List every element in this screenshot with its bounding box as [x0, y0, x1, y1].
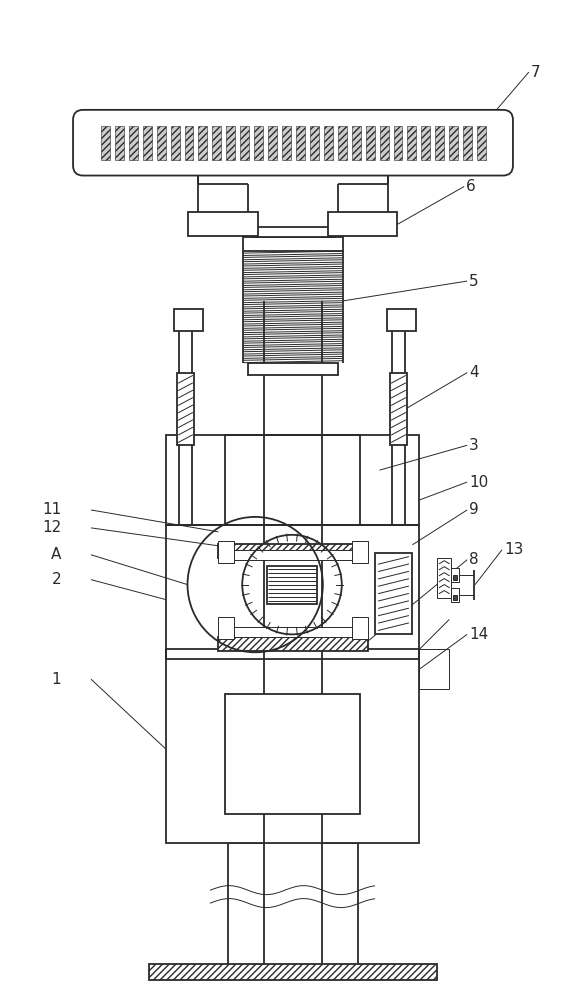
Bar: [188, 212, 258, 236]
Bar: [477, 126, 486, 160]
Bar: [449, 126, 458, 160]
Bar: [435, 126, 444, 160]
Bar: [419, 649, 449, 689]
Text: 1: 1: [51, 672, 61, 687]
Bar: [421, 126, 431, 160]
FancyBboxPatch shape: [73, 110, 513, 176]
Text: 14: 14: [469, 627, 488, 642]
Bar: [328, 212, 397, 236]
Bar: [212, 126, 221, 160]
Text: 8: 8: [469, 552, 479, 567]
Bar: [184, 126, 194, 160]
Bar: [453, 575, 457, 580]
Text: 4: 4: [469, 365, 479, 380]
Bar: [451, 588, 459, 602]
Text: 3: 3: [469, 438, 479, 453]
Text: 7: 7: [531, 65, 541, 80]
Bar: [218, 637, 367, 651]
Bar: [218, 544, 367, 558]
Bar: [296, 126, 305, 160]
Bar: [149, 964, 438, 980]
Text: 13: 13: [504, 542, 524, 557]
Text: 2: 2: [51, 572, 61, 587]
Bar: [282, 126, 291, 160]
Bar: [171, 126, 180, 160]
Text: 12: 12: [42, 520, 61, 535]
Bar: [324, 126, 333, 160]
Text: 10: 10: [469, 475, 488, 490]
Bar: [390, 373, 407, 445]
Bar: [248, 363, 338, 375]
Bar: [225, 435, 360, 525]
Bar: [240, 126, 249, 160]
Text: 6: 6: [466, 179, 476, 194]
Bar: [234, 550, 352, 560]
Text: 11: 11: [42, 502, 61, 517]
Bar: [438, 558, 451, 598]
Bar: [310, 126, 319, 160]
Bar: [451, 568, 459, 582]
Bar: [177, 373, 194, 445]
Bar: [366, 126, 374, 160]
Bar: [374, 553, 412, 634]
Bar: [463, 126, 472, 160]
Text: A: A: [51, 547, 61, 562]
Bar: [254, 126, 263, 160]
Bar: [387, 309, 417, 331]
Text: 5: 5: [469, 274, 479, 289]
Bar: [218, 617, 234, 639]
Bar: [166, 435, 419, 525]
Bar: [129, 126, 137, 160]
Bar: [101, 126, 110, 160]
Text: 9: 9: [469, 502, 479, 517]
Bar: [226, 126, 235, 160]
Bar: [407, 126, 417, 160]
Bar: [453, 595, 457, 600]
Bar: [352, 617, 367, 639]
Bar: [234, 627, 352, 637]
Bar: [268, 126, 277, 160]
Bar: [166, 649, 419, 843]
Bar: [243, 237, 343, 251]
Bar: [251, 227, 335, 237]
Bar: [225, 694, 360, 814]
Bar: [198, 126, 208, 160]
Bar: [174, 309, 204, 331]
Bar: [394, 126, 402, 160]
Bar: [157, 126, 166, 160]
Bar: [143, 126, 152, 160]
Bar: [115, 126, 124, 160]
Bar: [267, 566, 317, 604]
Bar: [338, 126, 347, 160]
Bar: [166, 525, 419, 659]
Bar: [352, 126, 361, 160]
Bar: [352, 541, 367, 563]
Bar: [218, 541, 234, 563]
Bar: [380, 126, 388, 160]
